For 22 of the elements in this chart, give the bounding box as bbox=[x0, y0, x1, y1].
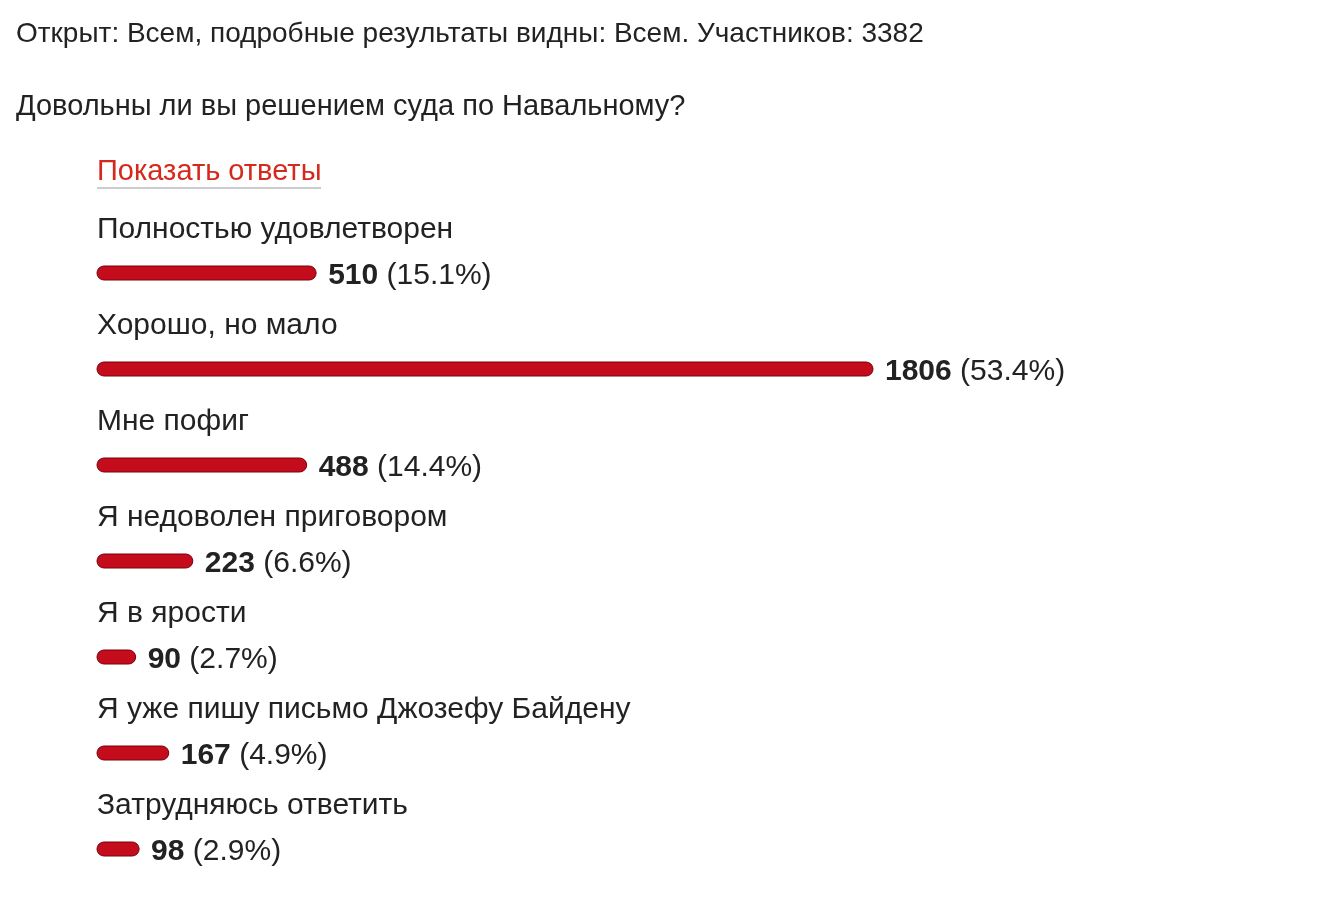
y-tick-label: Хорошо, но мало bbox=[97, 307, 338, 340]
data-label: 223 (6.6%) bbox=[204, 545, 352, 578]
y-tick-label: Я уже пишу письмо Джозефу Байдену bbox=[97, 691, 631, 724]
chart-subtitle: Довольны ли вы решением суда по Навальному? bbox=[16, 88, 686, 122]
bar bbox=[96, 265, 317, 281]
bar bbox=[96, 745, 170, 761]
y-tick-label: Затрудняюсь ответить bbox=[97, 787, 408, 820]
data-label: 510 (15.1%) bbox=[328, 257, 492, 290]
y-tick-label: Мне пофиг bbox=[97, 403, 249, 436]
bar bbox=[96, 361, 874, 377]
y-tick-label: Полностью удовлетворен bbox=[97, 211, 454, 244]
data-label: 488 (14.4%) bbox=[318, 449, 483, 482]
chart-title: Открыт: Всем, подробные результаты видны: Всем. Участников: 3382 bbox=[16, 16, 924, 50]
annotation: Показать ответы bbox=[97, 153, 322, 189]
bar bbox=[96, 457, 308, 473]
data-label: 1806 (53.4%) bbox=[885, 353, 1066, 386]
data-label: 90 (2.7%) bbox=[147, 641, 278, 674]
y-tick-label: Я недоволен приговором bbox=[97, 499, 448, 532]
bar bbox=[96, 553, 194, 569]
data-label: 98 (2.9%) bbox=[151, 833, 282, 866]
data-label: 167 (4.9%) bbox=[180, 737, 328, 770]
y-tick-label: Я в ярости bbox=[97, 595, 247, 628]
